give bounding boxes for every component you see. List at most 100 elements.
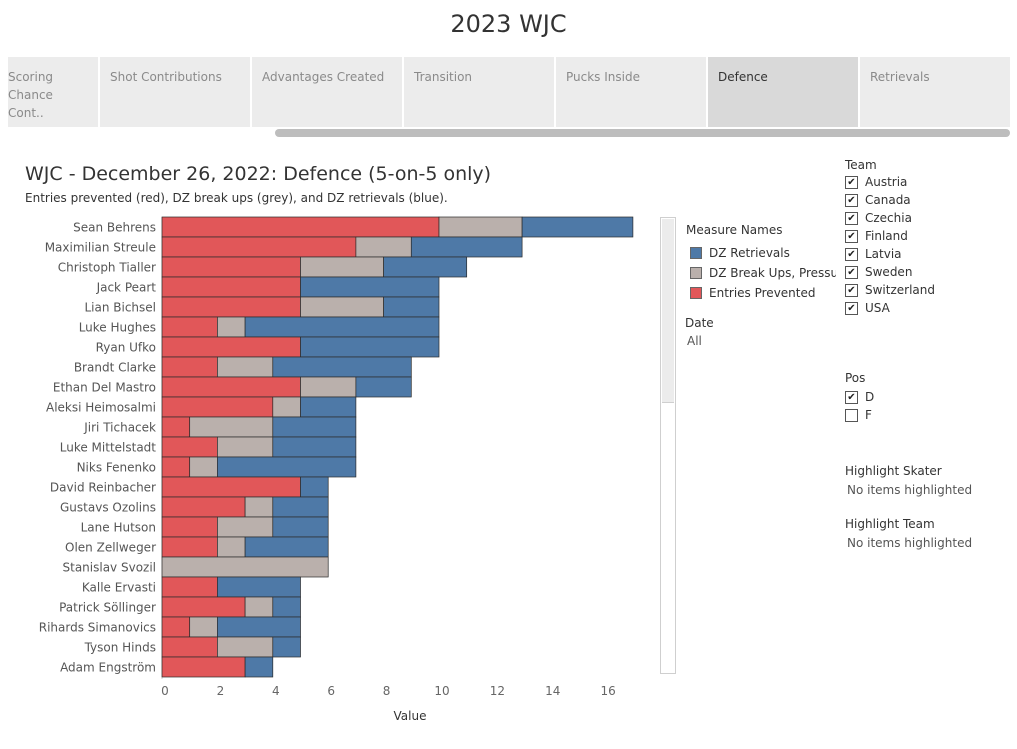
checkbox-checked-icon[interactable]: ✔ (845, 301, 858, 315)
bar-segment-dz-retrievals[interactable] (410, 236, 523, 258)
checkbox-checked-icon[interactable]: ✔ (845, 283, 858, 297)
bar-segment-dz-break-ups-pressu-[interactable] (189, 616, 218, 638)
bar-segment-dz-retrievals[interactable] (244, 316, 440, 338)
bar-segment-entries-prevented[interactable] (161, 296, 301, 318)
bar-segment-dz-break-ups-pressu-[interactable] (355, 236, 412, 258)
filter-option-f[interactable]: F (845, 406, 874, 424)
bar-segment-dz-retrievals[interactable] (300, 276, 440, 298)
tab-scoring-chance-contributions[interactable]: Scoring Chance Cont.. (8, 57, 100, 127)
checkbox-checked-icon[interactable]: ✔ (845, 390, 858, 404)
bar-segment-entries-prevented[interactable] (161, 396, 274, 418)
bar-segment-entries-prevented[interactable] (161, 276, 301, 298)
bar-segment-dz-break-ups-pressu-[interactable] (300, 376, 357, 398)
bar-segment-dz-retrievals[interactable] (217, 576, 301, 598)
bar-segment-dz-break-ups-pressu-[interactable] (272, 396, 301, 418)
bar-segment-entries-prevented[interactable] (161, 516, 218, 538)
highlight-team[interactable]: Highlight Team No items highlighted (845, 517, 972, 550)
tab-retrievals[interactable]: Retrievals (860, 57, 1010, 127)
bar-segment-dz-break-ups-pressu-[interactable] (244, 496, 274, 518)
bar-segment-dz-retrievals[interactable] (383, 296, 440, 318)
date-filter[interactable]: Date All (685, 316, 714, 348)
tab-transition[interactable]: Transition (404, 57, 556, 127)
bar-segment-dz-retrievals[interactable] (300, 396, 357, 418)
bar-segment-dz-break-ups-pressu-[interactable] (161, 556, 329, 578)
bar-segment-entries-prevented[interactable] (161, 316, 218, 338)
bar-segment-entries-prevented[interactable] (161, 656, 246, 678)
bar-segment-entries-prevented[interactable] (161, 216, 440, 238)
bar-segment-dz-retrievals[interactable] (244, 536, 329, 558)
tab-shot-contributions[interactable]: Shot Contributions (100, 57, 252, 127)
bar-segment-dz-retrievals[interactable] (300, 476, 329, 498)
filter-option-finland[interactable]: ✔ Finland (845, 227, 935, 245)
bar-segment-entries-prevented[interactable] (161, 496, 246, 518)
bar-segment-dz-retrievals[interactable] (244, 656, 274, 678)
bar-segment-entries-prevented[interactable] (161, 476, 301, 498)
bar-segment-dz-retrievals[interactable] (272, 356, 412, 378)
bar-segment-dz-retrievals[interactable] (355, 376, 412, 398)
tab-advantages-created[interactable]: Advantages Created (252, 57, 404, 127)
bar-segment-entries-prevented[interactable] (161, 336, 301, 358)
filter-option-switzerland[interactable]: ✔ Switzerland (845, 281, 935, 299)
bar-segment-dz-break-ups-pressu-[interactable] (217, 356, 274, 378)
tab-pucks-inside[interactable]: Pucks Inside (556, 57, 708, 127)
bar-segment-entries-prevented[interactable] (161, 236, 357, 258)
tab-defence[interactable]: Defence (708, 57, 860, 127)
bar-segment-dz-retrievals[interactable] (272, 516, 329, 538)
bar-segment-dz-break-ups-pressu-[interactable] (244, 596, 274, 618)
legend-item-dz-break-ups[interactable]: DZ Break Ups, Pressu.. (686, 263, 836, 283)
bar-segment-entries-prevented[interactable] (161, 576, 218, 598)
filter-option-d[interactable]: ✔ D (845, 388, 874, 406)
bar-segment-dz-break-ups-pressu-[interactable] (189, 416, 274, 438)
chart-vertical-scrollbar[interactable] (660, 217, 676, 674)
bar-segment-dz-retrievals[interactable] (217, 456, 357, 478)
filter-option-sweden[interactable]: ✔ Sweden (845, 263, 935, 281)
bar-segment-dz-break-ups-pressu-[interactable] (438, 216, 523, 238)
bar-segment-dz-retrievals[interactable] (272, 596, 301, 618)
filter-option-czechia[interactable]: ✔ Czechia (845, 209, 935, 227)
legend-item-dz-retrievals[interactable]: DZ Retrievals (686, 243, 836, 263)
tabs-horizontal-scrollbar[interactable] (275, 129, 1010, 137)
bar-segment-entries-prevented[interactable] (161, 416, 191, 438)
bar-segment-dz-retrievals[interactable] (272, 416, 357, 438)
date-filter-value[interactable]: All (687, 334, 702, 348)
bar-segment-entries-prevented[interactable] (161, 636, 218, 658)
bar-segment-dz-retrievals[interactable] (272, 436, 357, 458)
bar-segment-dz-break-ups-pressu-[interactable] (189, 456, 218, 478)
scrollbar-thumb[interactable] (662, 219, 674, 403)
bar-segment-dz-retrievals[interactable] (383, 256, 468, 278)
bar-segment-dz-retrievals[interactable] (521, 216, 634, 238)
checkbox-checked-icon[interactable]: ✔ (845, 175, 858, 189)
bar-segment-dz-retrievals[interactable] (272, 636, 301, 658)
bar-segment-entries-prevented[interactable] (161, 376, 301, 398)
checkbox-checked-icon[interactable]: ✔ (845, 229, 858, 243)
bar-segment-entries-prevented[interactable] (161, 436, 218, 458)
bar-segment-dz-retrievals[interactable] (217, 616, 301, 638)
bar-segment-entries-prevented[interactable] (161, 616, 191, 638)
bar-segment-entries-prevented[interactable] (161, 536, 218, 558)
bar-segment-entries-prevented[interactable] (161, 256, 301, 278)
filter-option-latvia[interactable]: ✔ Latvia (845, 245, 935, 263)
bar-segment-dz-break-ups-pressu-[interactable] (217, 516, 274, 538)
checkbox-checked-icon[interactable]: ✔ (845, 247, 858, 261)
bar-segment-entries-prevented[interactable] (161, 356, 218, 378)
bar-segment-dz-break-ups-pressu-[interactable] (217, 316, 246, 338)
bar-segment-dz-break-ups-pressu-[interactable] (300, 256, 384, 278)
bar-segment-dz-break-ups-pressu-[interactable] (217, 436, 274, 458)
filter-option-austria[interactable]: ✔ Austria (845, 173, 935, 191)
checkbox-checked-icon[interactable]: ✔ (845, 193, 858, 207)
bar-segment-dz-break-ups-pressu-[interactable] (217, 536, 246, 558)
bar-segment-dz-retrievals[interactable] (300, 336, 440, 358)
bar-segment-dz-break-ups-pressu-[interactable] (217, 636, 274, 658)
filter-option-canada[interactable]: ✔ Canada (845, 191, 935, 209)
checkbox-checked-icon[interactable]: ✔ (845, 265, 858, 279)
legend-item-entries-prevented[interactable]: Entries Prevented (686, 283, 836, 303)
checkbox-checked-icon[interactable]: ✔ (845, 211, 858, 225)
bar-segment-dz-retrievals[interactable] (272, 496, 329, 518)
filter-option-usa[interactable]: ✔ USA (845, 299, 935, 317)
bar-segment-dz-break-ups-pressu-[interactable] (300, 296, 384, 318)
highlight-skater-value[interactable]: No items highlighted (847, 483, 973, 497)
highlight-team-value[interactable]: No items highlighted (847, 536, 973, 550)
checkbox-unchecked-icon[interactable] (845, 408, 858, 422)
bar-segment-entries-prevented[interactable] (161, 596, 246, 618)
bar-segment-entries-prevented[interactable] (161, 456, 191, 478)
